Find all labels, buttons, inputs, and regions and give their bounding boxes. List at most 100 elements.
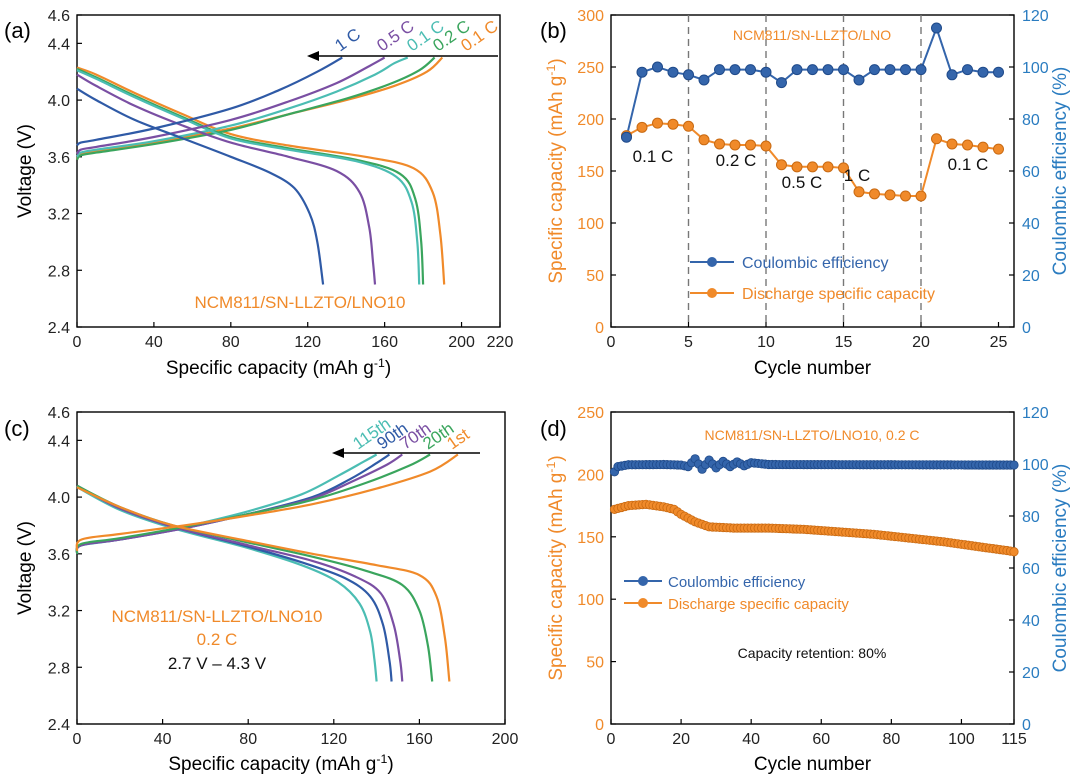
panel-c-xtick-label: 40 — [154, 731, 172, 748]
panel-d-left-ytick-label: 250 — [577, 405, 604, 422]
panel-b-ylabel-left-main: Specific capacity (mAh g — [546, 76, 567, 284]
panel-d-capacity-point — [1009, 547, 1019, 557]
panel-c-ytick-label: 3.6 — [48, 547, 70, 564]
panel-d-legend-text: Coulombic efficiency — [668, 574, 806, 591]
panel-d-frame — [610, 411, 1015, 725]
panel-b-ce-point — [636, 66, 648, 78]
panel-c-ytick-label: 2.4 — [48, 717, 70, 734]
panel-d-right-ytick-label: 80 — [1022, 509, 1040, 526]
panel-c-annotation-3: 2.7 V – 4.3 V — [168, 654, 267, 673]
panel-b-ce-point — [869, 64, 880, 76]
panel-b-ce-point — [931, 22, 942, 34]
panel-b-ylabel-left-sup: -1 — [544, 65, 558, 76]
panel-b-left-ytick-label: 150 — [577, 164, 604, 181]
panel-a: (a) 0 40 80 120 160 200 220 2.4 2.8 3.2 3.6 4.0 4.4 4.… — [4, 8, 513, 379]
panel-b-xtick-label: 25 — [990, 334, 1008, 351]
panel-c-ytick-label: 4.4 — [48, 433, 70, 450]
panel-b: (b)0 5 10 15 20 25050100150200250300020406080… — [540, 8, 1071, 379]
panel-d-xtick-label: 115 — [1001, 731, 1027, 748]
panel-d-left-ytick-label: 0 — [595, 717, 604, 734]
panel-b-capacity-point — [946, 138, 958, 150]
panel-c-xtick-label: 200 — [492, 731, 519, 748]
panel-a-discharge-curve-0 — [76, 66, 446, 285]
panel-a-frame — [76, 14, 501, 328]
panel-d-xtick-label: 80 — [882, 731, 900, 748]
panel-b-capacity-point — [900, 190, 911, 202]
panel-a-xtick-label: 120 — [294, 334, 321, 351]
panel-b-capacity-point — [698, 134, 710, 146]
panel-a-charge-curve-2 — [76, 56, 409, 158]
panel-d-label: (d) — [540, 416, 567, 441]
panel-a-xtick-label: 160 — [371, 334, 398, 351]
panel-d-right-ytick-label: 100 — [1022, 457, 1049, 474]
panel-b-capacity-point — [745, 139, 756, 151]
panel-d-right-ytick-label: 40 — [1022, 613, 1040, 630]
panel-a-xlabel-end: ) — [385, 358, 391, 379]
panel-c-discharge-curve — [76, 486, 378, 682]
panel-c-discharge-curve — [76, 484, 404, 682]
panel-b-ce-point — [698, 74, 710, 86]
panel-b-capacity-point — [884, 189, 896, 201]
panel-b-capacity-point — [931, 133, 942, 145]
panel-d-ylabel-left-sup: -1 — [544, 462, 558, 473]
panel-b-ce-point — [791, 64, 803, 76]
panel-c-charge-curve — [75, 453, 431, 555]
panel-b-right-ytick-label: 80 — [1022, 112, 1040, 129]
panel-b-xtick-label: 20 — [912, 334, 930, 351]
panel-b-right-ytick-label: 0 — [1022, 320, 1031, 337]
panel-a-ytick-label: 2.4 — [48, 320, 70, 337]
panel-a-charge-curve-3 — [76, 56, 386, 155]
panel-d-ylabel-left: Specific capacity (mAh g-1) — [544, 455, 567, 680]
panel-a-xtick-label: 200 — [448, 334, 475, 351]
panel-b-rate-label: 1 C — [844, 166, 870, 185]
panel-b-left-ytick-label: 250 — [577, 60, 604, 77]
panel-d-title: NCM811/SN-LLZTO/LNO10, 0.2 C — [704, 427, 919, 443]
panel-b-capacity-point — [977, 141, 989, 153]
panel-a-xtick-label: 80 — [222, 334, 240, 351]
panel-b-xtick-label: 10 — [757, 334, 775, 351]
panel-b-ylabel-left-end: ) — [546, 58, 567, 64]
panel-a-discharge-curve-2 — [76, 69, 421, 285]
panel-d-left-ytick-label: 200 — [577, 467, 604, 484]
panel-b-capacity-point — [776, 159, 787, 171]
panel-b-left-ytick-label: 0 — [595, 320, 604, 337]
panel-b-xtick-label: 5 — [684, 334, 693, 351]
panel-d-ylabel-left-main: Specific capacity (mAh g — [546, 473, 567, 681]
panel-c-charge-curve — [75, 453, 459, 552]
panel-d-xtick-label: 40 — [742, 731, 760, 748]
panel-b-label: (b) — [540, 18, 567, 43]
panel-d-xtick-label: 60 — [812, 731, 830, 748]
panel-a-ylabel: Voltage (V) — [15, 124, 36, 218]
panel-b-ce-point — [884, 64, 896, 76]
panel-b-rate-label: 0.5 C — [782, 173, 823, 192]
panel-b-ce-point — [745, 64, 756, 76]
panel-c-xtick-label: 0 — [73, 731, 82, 748]
panel-b-rate-label: 0.1 C — [948, 155, 989, 174]
panel-d-ylabel-right: Coulombic efficiency (%) — [1050, 464, 1071, 673]
panel-d-retention-text: Capacity retention: 80% — [738, 645, 887, 661]
panel-d-left-ytick-label: 50 — [586, 655, 604, 672]
panel-c-arrow-head — [332, 448, 344, 458]
panel-b-capacity-point — [714, 138, 725, 150]
panel-b-capacity-point — [760, 140, 772, 152]
panel-a-rate-label: 1 C — [331, 25, 364, 56]
panel-b-capacity-point — [636, 121, 648, 133]
panel-b-capacity-point — [915, 190, 927, 202]
panel-a-xtick-label: 40 — [145, 334, 163, 351]
panel-b-xtick-label: 15 — [835, 334, 853, 351]
panel-b-capacity-point — [683, 120, 694, 132]
panel-d-right-ytick-label: 20 — [1022, 665, 1040, 682]
panel-c-xlabel: Specific capacity (mAh g-1) — [168, 752, 393, 775]
panel-b-ce-point — [683, 69, 694, 81]
panel-b-right-ytick-label: 60 — [1022, 164, 1040, 181]
panel-b-ce-point — [760, 66, 772, 78]
panel-d-ce-point — [1009, 460, 1019, 470]
panel-d-xtick-label: 20 — [672, 731, 690, 748]
panel-c: (c) 0 40 80 120 160 200 2.4 2.8 3.2 3.6 4.0 4.4 4.6 Sp… — [4, 405, 518, 775]
panel-d-ylabel-left-end: ) — [546, 455, 567, 461]
panel-b-capacity-point — [853, 186, 865, 198]
panel-d: (d)0 20 40 60 80 100 1150501001502002500204060… — [540, 405, 1071, 775]
panel-b-ce-point — [652, 61, 663, 73]
panel-b-left-ytick-label: 100 — [577, 216, 604, 233]
panel-d-left-ytick-label: 100 — [577, 592, 604, 609]
